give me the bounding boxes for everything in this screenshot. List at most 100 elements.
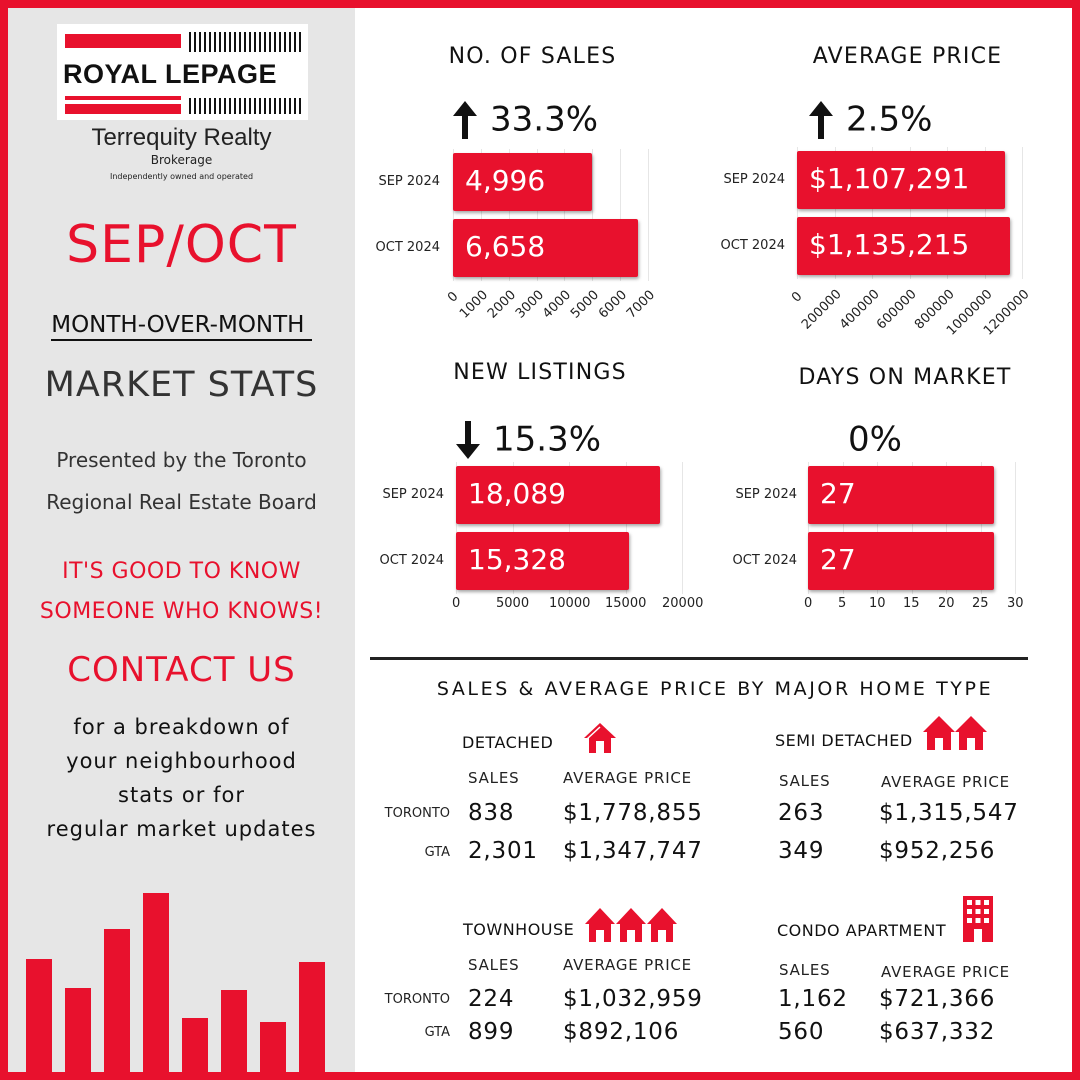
contact-body-line-3: stats or for (118, 783, 245, 807)
detached-gta-sales: 2,301 (468, 838, 538, 864)
average-price-change-value: 2.5% (846, 99, 933, 140)
no-of-sales-category-oct-2024: OCT 2024 (375, 240, 440, 255)
sidebar: ROYAL LEPAGE Terrequity Realty Brokerage… (8, 8, 355, 1072)
decorative-bar (104, 929, 130, 1072)
decorative-bar (182, 1018, 208, 1072)
new-listings-value-label-sep-2024: 18,089 (468, 477, 566, 510)
days-on-market-bar-sep-2024 (808, 466, 994, 524)
decorative-bar (221, 990, 247, 1072)
semi-gta-price: $952,256 (879, 838, 996, 864)
days-on-market-chart-title: DAYS ON MARKET (798, 365, 1012, 390)
semi-gta-sales: 349 (778, 838, 825, 864)
new-listings-category-sep-2024: SEP 2024 (382, 487, 444, 502)
three-houses-icon (585, 908, 677, 942)
new-listings-bar-sep-2024 (456, 466, 660, 524)
detached-sales-header: SALES (468, 769, 520, 787)
days-on-market-gridline (946, 462, 947, 594)
days-on-market-tick-label: 15 (903, 596, 920, 611)
semi-sales-header: SALES (779, 772, 831, 790)
townhouse-gta-price: $892,106 (563, 1019, 680, 1045)
average-price-bar-sep-2024 (797, 151, 1005, 209)
detached-price-header: AVERAGE PRICE (563, 769, 692, 787)
days-on-market-tick-label: 30 (1007, 596, 1024, 611)
decorative-bar (143, 893, 169, 1072)
semi-toronto-sales: 263 (778, 800, 825, 826)
no-of-sales-value-label-oct-2024: 6,658 (465, 230, 546, 263)
days-on-market-value-label-oct-2024: 27 (820, 543, 856, 576)
new-listings-chart-title: NEW LISTINGS (453, 360, 627, 385)
new-listings-tick-label: 15000 (605, 596, 647, 611)
tagline: Independently owned and operated (109, 172, 254, 181)
brokerage-label: Brokerage (150, 153, 213, 167)
condo-gta-price: $637,332 (879, 1019, 996, 1045)
section-divider (370, 657, 1028, 660)
no-of-sales-value-label-sep-2024: 4,996 (465, 164, 546, 197)
no-of-sales-change-value: 33.3% (490, 99, 599, 140)
average-price-category-sep-2024: SEP 2024 (723, 172, 785, 187)
no-of-sales-gridline (592, 149, 593, 281)
townhouse-sales-header: SALES (468, 956, 520, 974)
average-price-gridline (835, 147, 836, 279)
townhouse-label: TOWNHOUSE (463, 920, 575, 939)
company-name: Terrequity Realty (91, 124, 272, 151)
royal-lepage-logo: ROYAL LEPAGE (57, 24, 308, 120)
townhouse-price-header: AVERAGE PRICE (563, 956, 692, 974)
days-on-market-tick-label: 10 (869, 596, 886, 611)
contact-body-line-4: regular market updates (46, 817, 317, 841)
semi-price-header: AVERAGE PRICE (881, 773, 1010, 791)
townhouse-toronto-price: $1,032,959 (563, 986, 703, 1012)
townhouse-gta-sales: 899 (468, 1019, 515, 1045)
townhouse-toronto-sales: 224 (468, 986, 515, 1012)
period-title: SEP/OCT (66, 215, 297, 275)
days-on-market-bar-oct-2024 (808, 532, 994, 590)
days-on-market-gridline (877, 462, 878, 594)
decorative-bar (260, 1022, 286, 1072)
average-price-category-oct-2024: OCT 2024 (720, 238, 785, 253)
arrow-up-icon (453, 100, 477, 139)
condo-price-header: AVERAGE PRICE (881, 963, 1010, 981)
townhouse-toronto-region: TORONTO (384, 992, 450, 1007)
new-listings-category-oct-2024: OCT 2024 (379, 553, 444, 568)
days-on-market-change: 0% (848, 418, 902, 460)
new-listings-gridline (626, 462, 627, 594)
days-on-market-gridline (808, 462, 809, 594)
days-on-market-tick-label: 0 (804, 596, 813, 611)
days-on-market-gridline (843, 462, 844, 594)
no-of-sales-bar-oct-2024 (453, 219, 638, 277)
semi-detached-label: SEMI DETACHED (775, 731, 913, 750)
no-of-sales-gridline (537, 149, 538, 281)
decorative-bar (26, 959, 52, 1072)
new-listings-bar-oct-2024 (456, 532, 629, 590)
no-of-sales-gridline (564, 149, 565, 281)
days-on-market-gridline (1015, 462, 1016, 594)
average-price-gridline (1022, 147, 1023, 279)
townhouse-gta-region: GTA (424, 1025, 450, 1040)
no-of-sales-gridline (620, 149, 621, 281)
new-listings-gridline (569, 462, 570, 594)
new-listings-change-value: 15.3% (493, 419, 602, 460)
home-type-section-title: SALES & AVERAGE PRICE BY MAJOR HOME TYPE (436, 678, 994, 700)
new-listings-value-label-oct-2024: 15,328 (468, 543, 566, 576)
subtitle-text: MONTH-OVER-MONTH (51, 312, 312, 341)
no-of-sales-gridline (481, 149, 482, 281)
semi-toronto-price: $1,315,547 (879, 800, 1019, 826)
days-on-market-category-sep-2024: SEP 2024 (735, 487, 797, 502)
no-of-sales-gridline (648, 149, 649, 281)
detached-gta-price: $1,347,747 (563, 838, 703, 864)
market-stats-title: MARKET STATS (44, 365, 319, 405)
new-listings-tick-label: 5000 (496, 596, 530, 611)
logo-text: ROYAL LEPAGE (63, 59, 278, 89)
no-of-sales-chart-title: NO. OF SALES (448, 44, 617, 69)
new-listings-tick-label: 0 (452, 596, 461, 611)
no-of-sales-gridline (509, 149, 510, 281)
no-of-sales-change: 33.3% (452, 98, 598, 140)
two-houses-icon (923, 716, 987, 750)
days-on-market-gridline (912, 462, 913, 594)
average-price-value-label-oct-2024: $1,135,215 (809, 228, 970, 261)
days-on-market-gridline (981, 462, 982, 594)
average-price-chart-title: AVERAGE PRICE (812, 44, 1003, 69)
decorative-bar (299, 962, 325, 1072)
slogan-line-1: IT'S GOOD TO KNOW (62, 559, 301, 584)
days-on-market-tick-label: 20 (938, 596, 955, 611)
